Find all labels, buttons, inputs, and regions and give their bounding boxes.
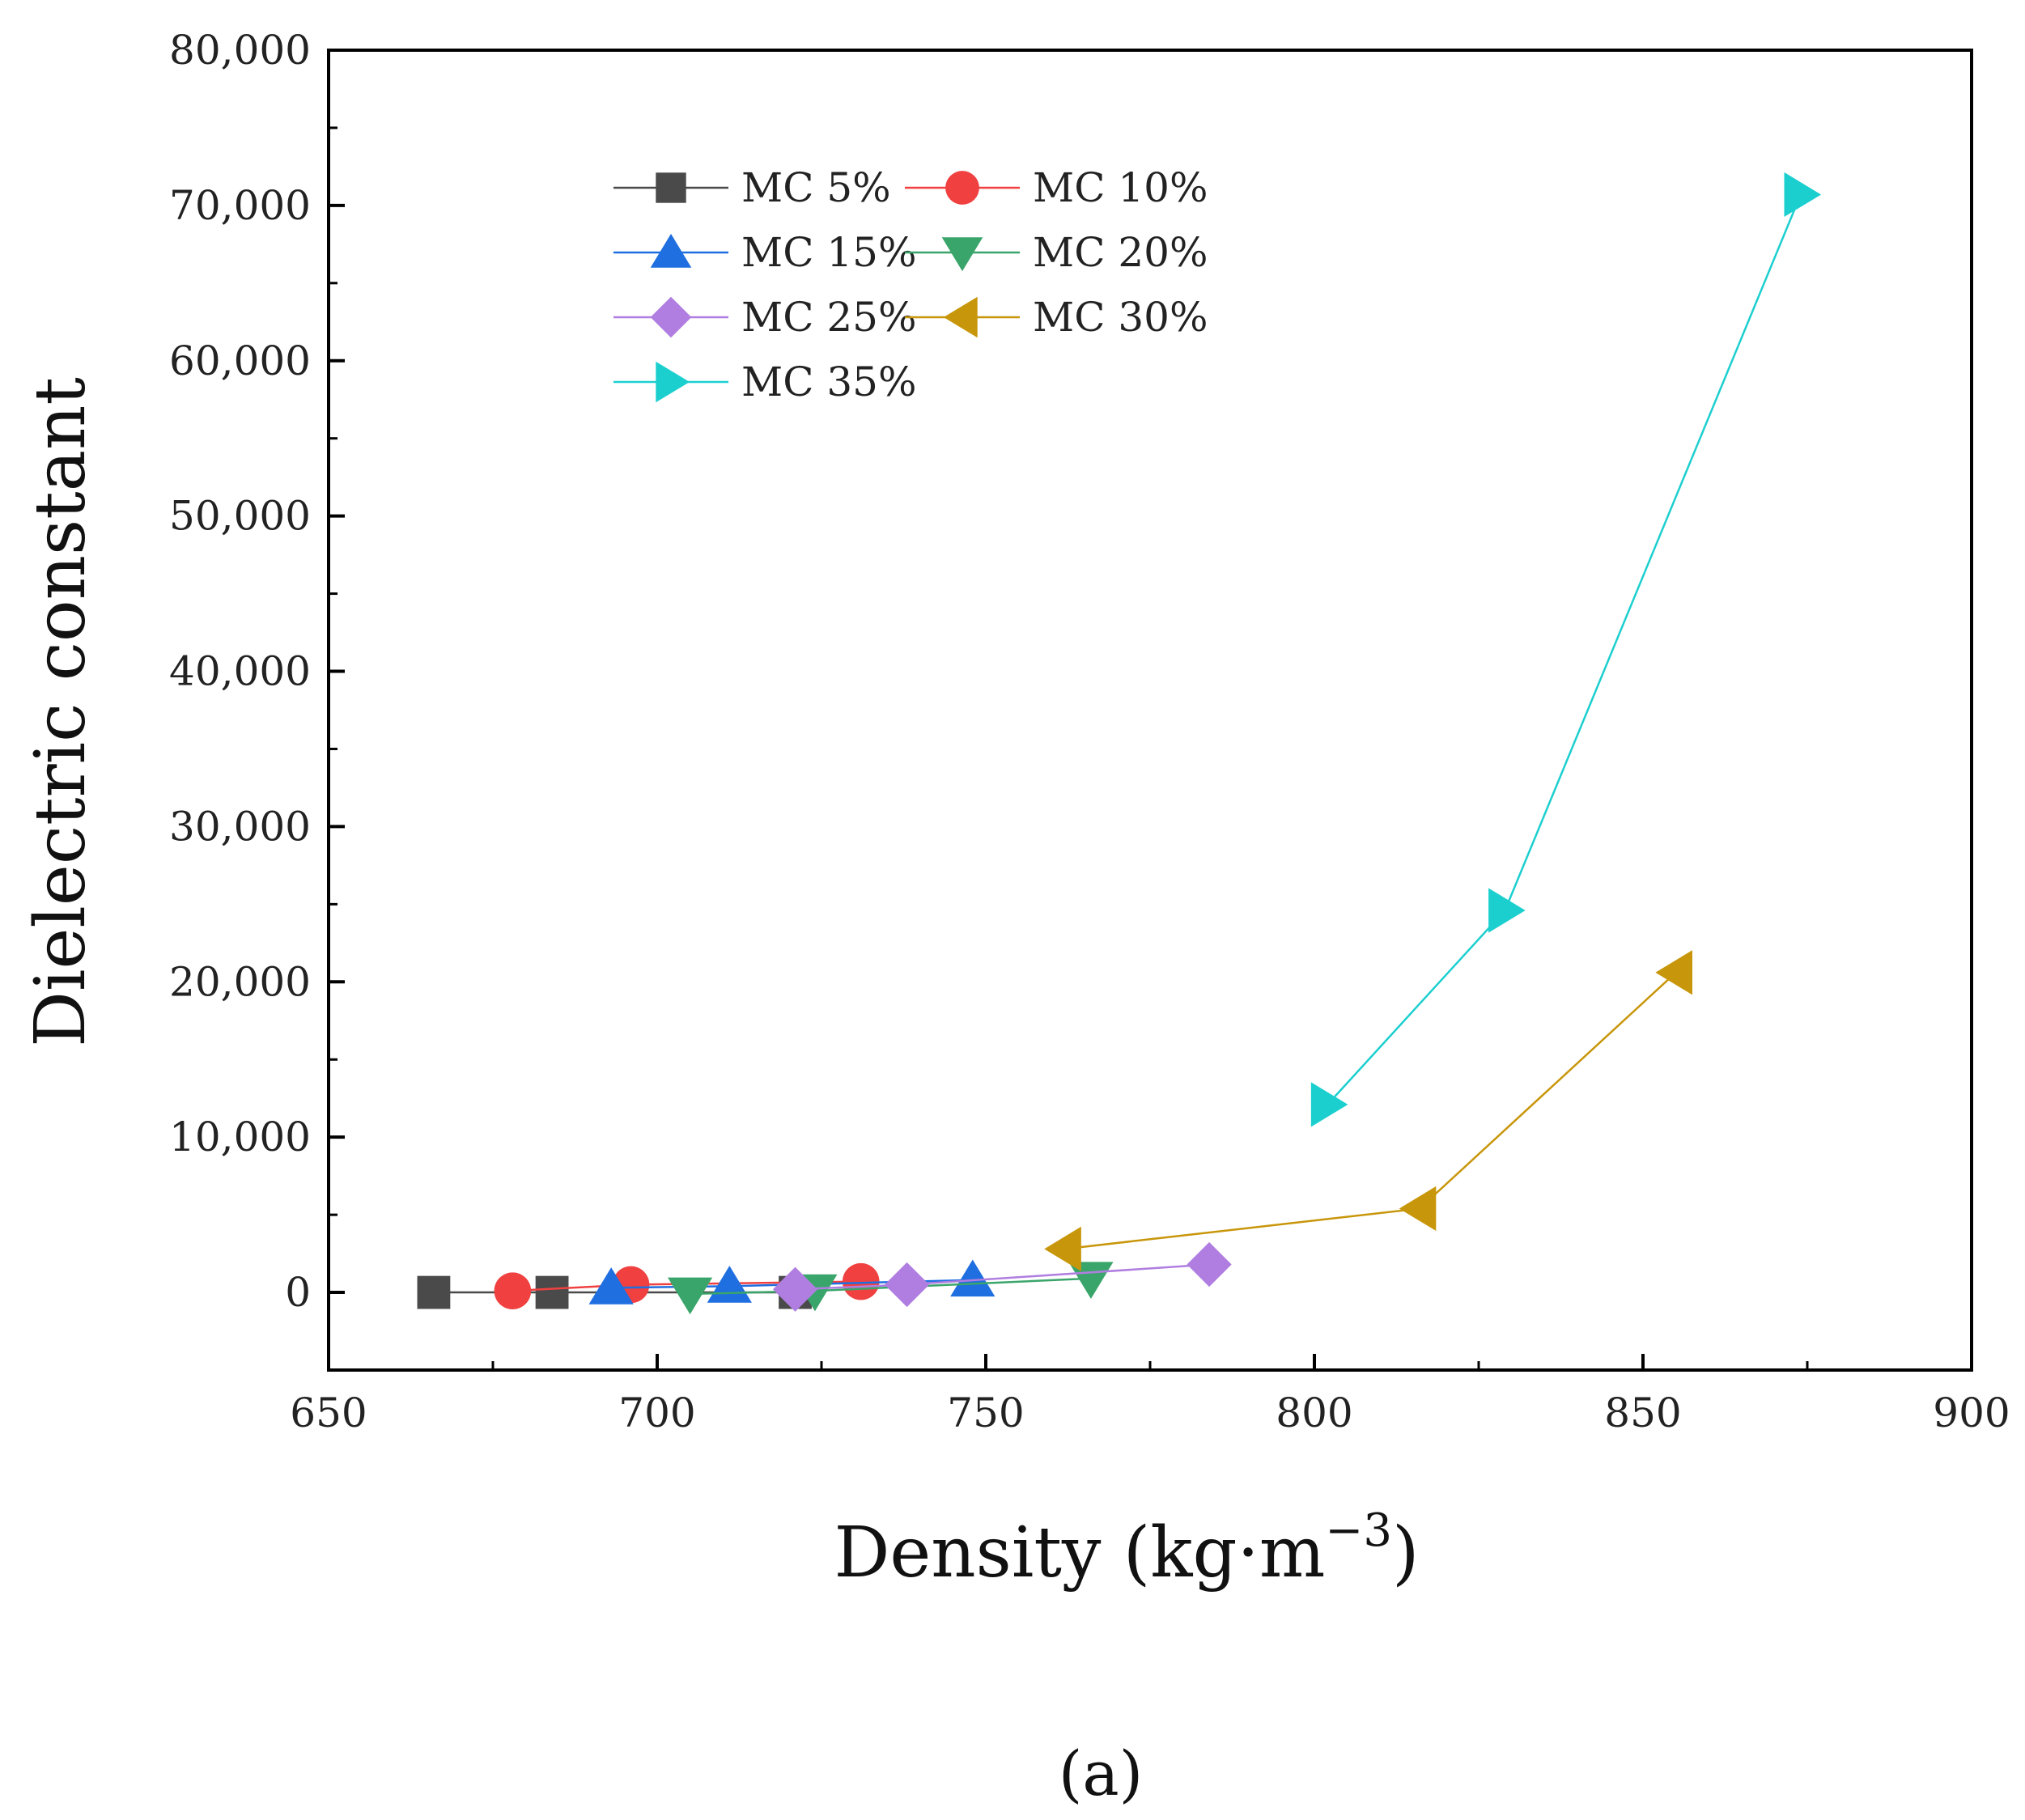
data-point — [1044, 1226, 1081, 1271]
y-tick-label: 50,000 — [169, 493, 311, 540]
y-tick-label: 80,000 — [169, 27, 311, 74]
x-tick-label: 650 — [290, 1389, 367, 1436]
series-mc-30- — [1044, 950, 1692, 1271]
data-point — [417, 1275, 451, 1309]
data-point — [772, 1266, 818, 1312]
legend-label: MC 30% — [1033, 294, 1208, 341]
series-line — [1064, 971, 1677, 1250]
data-point — [535, 1275, 569, 1309]
x-tick-label: 700 — [618, 1389, 695, 1436]
data-point — [884, 1262, 930, 1308]
y-tick-label: 20,000 — [169, 958, 311, 1005]
x-tick-label: 850 — [1604, 1389, 1681, 1436]
legend-entry: MC 35% — [613, 358, 916, 405]
data-point — [1488, 888, 1526, 933]
legend-label: MC 20% — [1033, 229, 1208, 276]
data-point — [1310, 1082, 1348, 1127]
legend-label: MC 35% — [741, 358, 916, 405]
legend-entry: MC 30% — [905, 294, 1208, 341]
data-point — [588, 1267, 634, 1305]
y-tick-label: 70,000 — [169, 182, 311, 229]
legend-entry: MC 15% — [613, 229, 916, 276]
legend-entry: MC 5% — [613, 164, 891, 211]
legend-marker — [650, 296, 692, 338]
legend-entry: MC 10% — [905, 164, 1208, 211]
legend-entry: MC 25% — [613, 294, 916, 341]
series-mc-35- — [1310, 172, 1822, 1127]
legend-marker — [656, 172, 686, 203]
data-point — [494, 1272, 532, 1309]
y-axis-title: Dielectric constant — [20, 377, 101, 1047]
data-point — [1655, 950, 1692, 995]
legend-marker — [945, 171, 979, 205]
series-layer — [417, 172, 1822, 1315]
legend-label: MC 25% — [741, 294, 916, 341]
panel-label: (a) — [1059, 1737, 1144, 1809]
legend-label: MC 10% — [1033, 164, 1208, 211]
legend-label: MC 15% — [741, 229, 916, 276]
series-mc-25- — [772, 1241, 1232, 1312]
legend-marker — [943, 296, 978, 338]
data-point — [1187, 1241, 1232, 1288]
data-point — [668, 1277, 713, 1315]
data-point — [842, 1262, 880, 1300]
legend-marker — [941, 237, 983, 272]
axes: 0 10,000 20,000 30,000 40,000 50,000 60,000 70,… — [169, 27, 2010, 1436]
data-point — [1399, 1186, 1437, 1232]
legend-label: MC 5% — [741, 164, 891, 211]
legend-entry: MC 20% — [905, 229, 1208, 276]
data-point — [950, 1259, 996, 1297]
y-tick-label: 40,000 — [169, 648, 311, 695]
x-tick-label: 800 — [1276, 1389, 1352, 1436]
y-tick-label: 30,000 — [169, 803, 311, 850]
legend-marker — [656, 361, 690, 403]
legend-marker — [650, 233, 692, 268]
legend: MC 5% MC 10% MC 15% MC 20% MC 25% MC 30% MC 35… — [613, 164, 1208, 405]
x-axis-title: Density (kg·m−3) — [834, 1504, 1419, 1593]
y-tick-label: 0 — [285, 1269, 311, 1316]
x-tick-label: 750 — [947, 1389, 1024, 1436]
x-tick-label: 900 — [1933, 1389, 2010, 1436]
y-tick-label: 10,000 — [169, 1114, 311, 1160]
data-point — [1784, 172, 1822, 218]
series-line — [1327, 193, 1802, 1105]
y-tick-label: 60,000 — [169, 337, 311, 384]
